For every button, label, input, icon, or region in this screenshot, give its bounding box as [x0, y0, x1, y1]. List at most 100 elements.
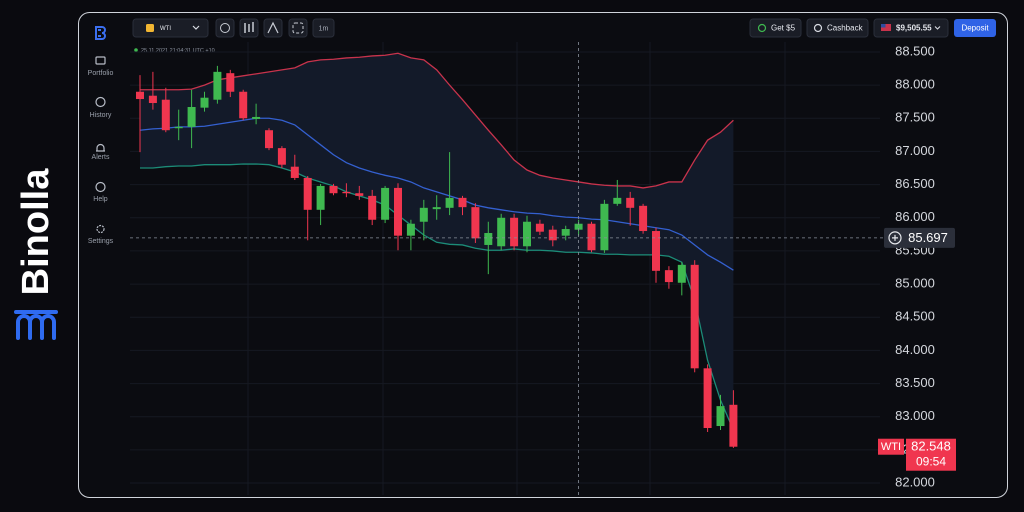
- timestamp: 25.11.2021 21:04:31 UTC +10: [141, 48, 215, 54]
- candle-body: [239, 91, 248, 119]
- candle-body: [342, 191, 351, 194]
- y-tick-label: 83.000: [895, 408, 935, 423]
- sidebar: Portfolio History Alerts Help Settings: [88, 26, 114, 245]
- candle-body: [639, 205, 648, 232]
- asset-selector[interactable]: [132, 18, 209, 38]
- y-tick-label: 84.000: [895, 342, 935, 357]
- chart: 25.11.2021 21:04:31 UTC +10 82.00082.500…: [130, 42, 956, 495]
- candle-body: [613, 197, 622, 204]
- candle-body: [252, 116, 261, 119]
- candle-body: [626, 197, 635, 208]
- candle-body: [213, 71, 222, 100]
- y-tick-label: 82.000: [895, 474, 935, 489]
- candle-body: [690, 264, 699, 369]
- candle-body: [510, 217, 519, 247]
- sidebar-item[interactable]: Portfolio: [88, 70, 114, 77]
- top-bar: WTI 1m Get $5 Cashback $9,505.55 Deposit: [132, 18, 996, 38]
- sidebar-logo[interactable]: [95, 26, 106, 40]
- candle-body: [187, 106, 196, 127]
- cashback-icon: [813, 23, 823, 33]
- candle-body: [277, 148, 286, 165]
- candle-body: [716, 406, 725, 427]
- y-tick-label: 83.500: [895, 375, 935, 390]
- y-tick-label: 88.000: [895, 77, 935, 92]
- chevron: [192, 25, 200, 30]
- help-icon[interactable]: [95, 181, 106, 193]
- sidebar-item[interactable]: Help: [93, 196, 108, 203]
- history-icon[interactable]: [95, 96, 106, 108]
- candle-body: [368, 195, 377, 220]
- y-tick-label: 86.500: [895, 176, 935, 191]
- cashback-label: Cashback: [827, 24, 864, 33]
- timer: 09:54: [916, 454, 946, 468]
- candle-body: [394, 187, 402, 236]
- deposit-label: Deposit: [961, 24, 989, 33]
- candle-body: [419, 207, 428, 222]
- y-tick-label: 85.000: [895, 276, 935, 291]
- current-price: 82.548: [911, 439, 951, 454]
- crosshair-price-box: [884, 227, 955, 248]
- candle-body: [561, 229, 570, 236]
- candle-body: [523, 221, 531, 247]
- y-tick-label: 87.500: [895, 110, 935, 125]
- band-line: [139, 117, 734, 271]
- info-button[interactable]: [215, 18, 235, 38]
- add-alert-plus: [892, 234, 898, 241]
- candle-body: [729, 404, 738, 447]
- drawing-icon: [267, 21, 279, 34]
- candle-body: [265, 130, 273, 149]
- current-price-box: [906, 438, 956, 471]
- candle-body: [600, 203, 609, 251]
- live-dot: [134, 48, 138, 52]
- candle-body: [148, 95, 157, 104]
- y-tick-label: 88.500: [895, 43, 935, 58]
- candle-body: [136, 91, 144, 100]
- candle-body: [200, 97, 209, 108]
- indicator-icon: [292, 22, 304, 34]
- candle-body: [161, 99, 170, 131]
- sidebar-item[interactable]: History: [90, 112, 112, 119]
- candle-body: [587, 223, 596, 251]
- balance: $9,505.55: [896, 24, 932, 33]
- y-tick-label: 87.000: [895, 143, 935, 158]
- candle-body: [664, 270, 673, 283]
- candle-body: [329, 185, 338, 194]
- candle-body: [458, 197, 467, 208]
- crosshair-price: 85.697: [908, 230, 948, 245]
- balance-button[interactable]: [873, 18, 949, 38]
- band-line: [140, 52, 734, 189]
- candle-body: [497, 217, 506, 247]
- candle-body: [677, 264, 686, 283]
- timeframe: 1m: [319, 25, 329, 32]
- brand-logo: [14, 310, 58, 340]
- chevron: [934, 26, 941, 30]
- candle-body: [174, 126, 183, 129]
- bonus-button[interactable]: [749, 18, 802, 38]
- sidebar-item[interactable]: Alerts: [92, 154, 110, 161]
- settings-icon[interactable]: [96, 224, 105, 234]
- alerts-icon[interactable]: [96, 143, 105, 152]
- candle-body: [484, 233, 493, 245]
- candle-body: [381, 187, 390, 220]
- asset-icon: [146, 24, 154, 32]
- candle-body: [445, 197, 454, 208]
- candle-body: [703, 368, 712, 429]
- brand-text: Binolla: [15, 168, 57, 296]
- timeframe-button[interactable]: [312, 18, 335, 38]
- candle-body: [226, 73, 235, 92]
- candle-body: [303, 177, 312, 210]
- sidebar-item[interactable]: Settings: [88, 238, 114, 245]
- price-tag-box: [878, 438, 904, 455]
- deposit-button[interactable]: [954, 19, 996, 37]
- cashback-button[interactable]: [806, 18, 869, 38]
- candle-body: [652, 231, 660, 271]
- portfolio-icon[interactable]: [95, 56, 106, 65]
- candle-body: [574, 223, 583, 230]
- add-alert-icon[interactable]: [888, 231, 902, 245]
- candle-body: [471, 207, 480, 239]
- candle-body: [290, 166, 299, 178]
- indicator-button[interactable]: [288, 18, 308, 38]
- info-icon: [220, 23, 230, 33]
